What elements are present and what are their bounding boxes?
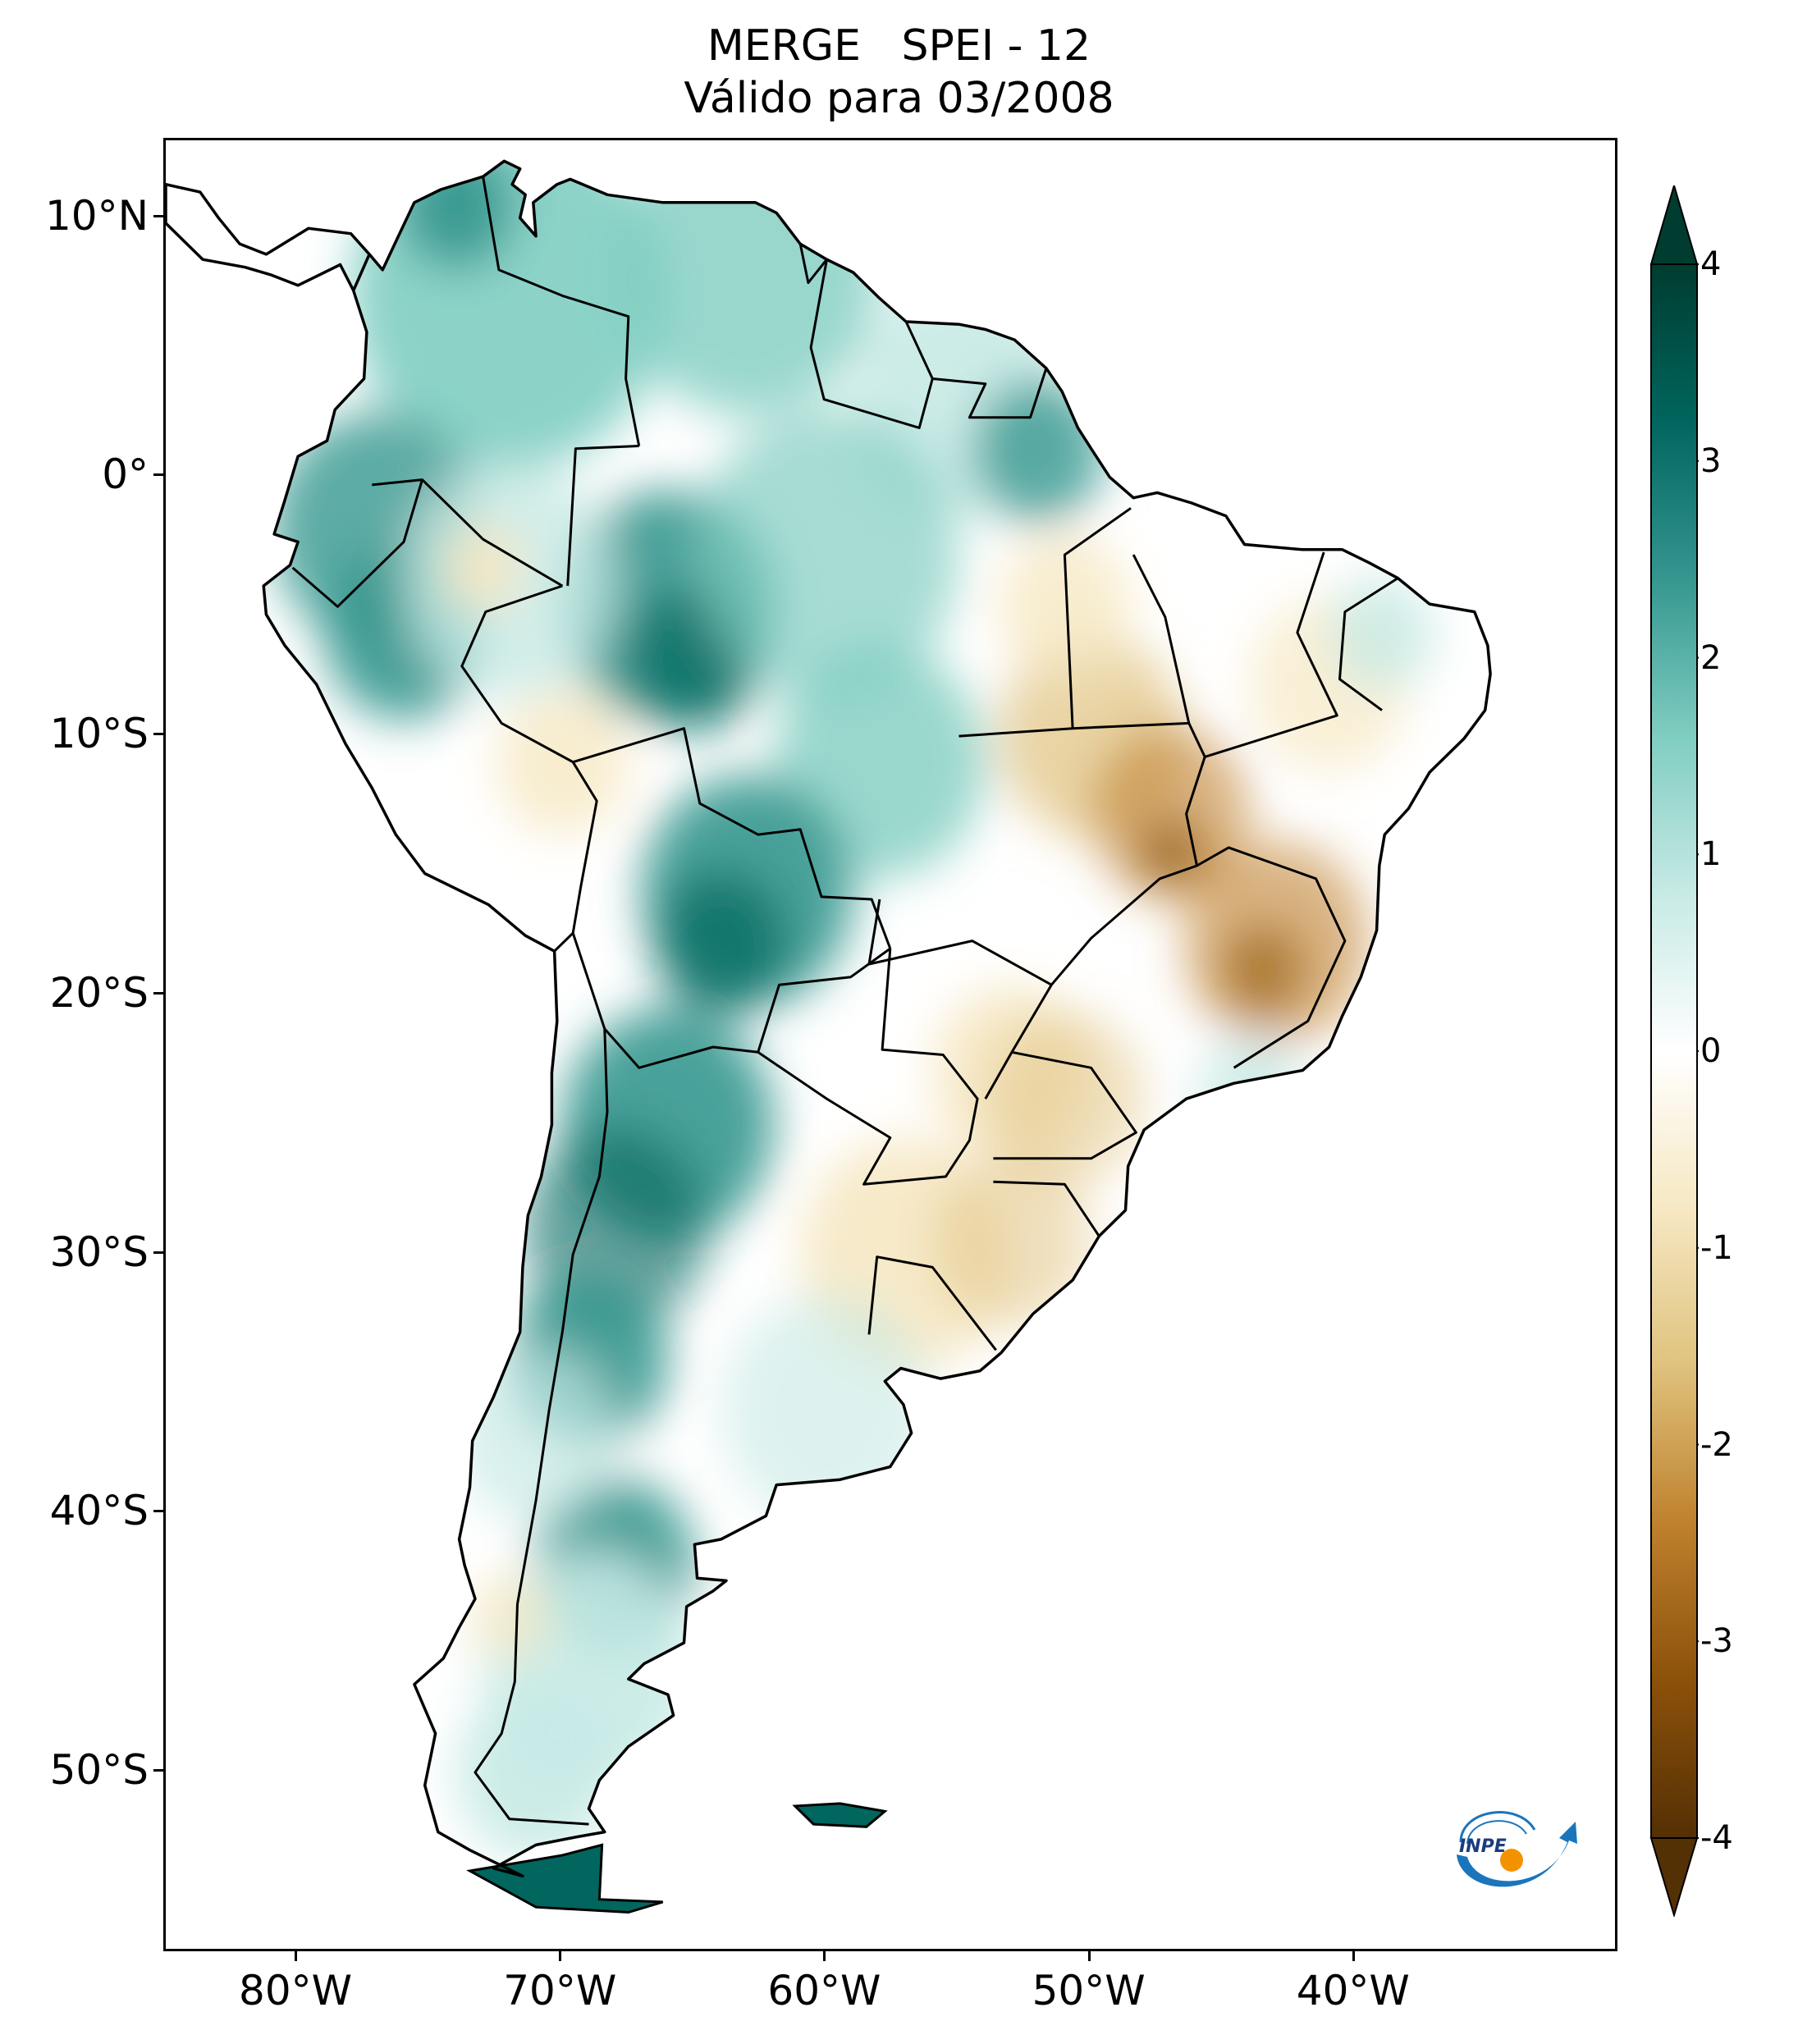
anomaly-patch-36 (721, 1293, 933, 1526)
boundary-line-8 (474, 1028, 609, 1826)
colorbar-top-extend (1649, 185, 1699, 265)
boundary-line-2 (372, 478, 564, 588)
boundary-line-14 (1063, 507, 1132, 729)
anomaly-patch-24 (1223, 926, 1303, 1013)
falkland-islands (792, 1802, 888, 1828)
map-subtitle: Válido para 03/2008 (684, 74, 1114, 123)
map-frame (163, 138, 1617, 1951)
colorbar-tick-3: 3 (1700, 441, 1722, 480)
lat-label-10s: 10°S (49, 710, 149, 758)
anomaly-patch-18 (456, 1685, 615, 1860)
boundary-line-19 (993, 1050, 1137, 1160)
lon-tick-mark (1087, 1951, 1091, 1961)
anomaly-patch-29 (932, 1154, 1091, 1329)
boundary-line-11 (904, 321, 1048, 419)
lon-tick-mark (823, 1951, 826, 1961)
lon-tick-mark (559, 1951, 562, 1961)
lon-label-50w: 50°W (1032, 1967, 1146, 2014)
lat-label-30s: 30°S (49, 1228, 149, 1276)
lat-label-20s: 20°S (49, 968, 149, 1017)
lat-tick-mark (153, 991, 163, 995)
boundary-line-21 (867, 899, 1053, 986)
anomaly-patch-9 (694, 409, 959, 701)
colorbar-tick-neg1: -1 (1700, 1228, 1733, 1267)
islands (465, 1802, 888, 1914)
svg-text:INPE: INPE (1459, 1836, 1507, 1857)
inpe-logo: INPE (1457, 1811, 1577, 1887)
anomaly-patch-34 (1329, 574, 1435, 691)
spei-map (166, 159, 1492, 1914)
colorbar-bottom-extend (1649, 1837, 1699, 1917)
lat-tick-mark (153, 1769, 163, 1772)
boundary-line-16 (1204, 551, 1338, 758)
colorbar-tick-2: 2 (1700, 638, 1722, 677)
lon-label-40w: 40°W (1296, 1967, 1410, 2014)
boundary-line-15 (1132, 554, 1191, 724)
colorbar (1649, 185, 1699, 1917)
anomaly-patch-37 (469, 1573, 550, 1661)
tierra-del-fuego (465, 1843, 664, 1914)
boundary-line-9 (867, 1255, 997, 1351)
lat-tick-mark (153, 473, 163, 477)
lat-tick-mark (153, 733, 163, 736)
political-boundaries (291, 176, 1399, 1826)
lat-label-50s: 50°S (49, 1746, 149, 1794)
colorbar-tick-neg2: -2 (1700, 1425, 1733, 1464)
map-title: MERGE SPEI - 12 (707, 21, 1091, 71)
lon-label-80w: 80°W (239, 1967, 353, 2014)
boundary-line-1 (566, 445, 639, 587)
boundary-line-20 (993, 1180, 1100, 1237)
anomaly-patch-25 (998, 533, 1131, 679)
lat-tick-mark (153, 1251, 163, 1254)
colorbar-tick-1: 1 (1700, 835, 1722, 874)
colorbar-tick-4: 4 (1700, 245, 1722, 283)
boundary-line-5 (572, 727, 892, 949)
colorbar-tick-0: 0 (1700, 1032, 1722, 1070)
lat-tick-mark (153, 1510, 163, 1513)
anomaly-patch-22 (1138, 817, 1203, 888)
boundary-line-3 (291, 479, 423, 608)
boundary-line-12 (798, 243, 828, 285)
anomaly-patch-1 (398, 161, 515, 269)
colorbar-tick-neg3: -3 (1700, 1622, 1733, 1661)
boundary-line-10 (809, 258, 934, 429)
lon-label-60w: 60°W (767, 1967, 881, 2014)
lon-label-70w: 70°W (503, 1967, 617, 2014)
lat-label-0: 0° (102, 450, 149, 499)
boundary-line-18 (1196, 846, 1347, 1069)
boundary-line-0 (482, 176, 641, 446)
lon-tick-mark (1352, 1951, 1355, 1961)
colorbar-gradient (1650, 263, 1698, 1839)
coastline (166, 159, 1492, 1878)
anomaly-patch-4 (972, 378, 1105, 524)
anomaly-patch-31 (443, 524, 523, 612)
boundary-line-17 (1338, 577, 1399, 711)
anomaly-patch-30 (496, 689, 629, 835)
lat-tick-mark (153, 214, 163, 217)
lat-label-10n: 10°N (44, 191, 149, 240)
lon-tick-mark (295, 1951, 298, 1961)
boundary-line-6 (571, 932, 891, 1069)
colorbar-tick-neg4: -4 (1700, 1819, 1733, 1857)
boundary-line-7 (757, 948, 979, 1186)
anomaly-patch-12 (655, 871, 788, 1017)
lat-label-40s: 40°S (49, 1487, 149, 1535)
